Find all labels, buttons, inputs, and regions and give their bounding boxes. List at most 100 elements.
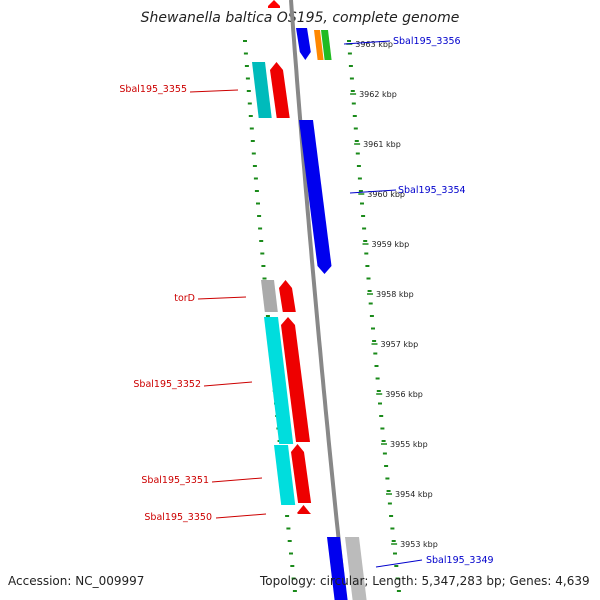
right-boundary-dot	[368, 302, 373, 305]
left-boundary-dot	[247, 102, 252, 105]
left-boundary-dot	[245, 77, 250, 80]
right-boundary-dot	[347, 40, 351, 42]
right-boundary-dot	[367, 290, 372, 292]
gene-arrow-6	[299, 120, 332, 274]
gene-arrow-14	[327, 537, 348, 600]
right-boundary-dot	[349, 77, 354, 80]
right-boundary-dot	[376, 390, 381, 392]
gene-arrow-top	[268, 0, 280, 8]
left-boundary-dot	[292, 590, 297, 592]
accession-text: Accession: NC_009997	[8, 574, 145, 588]
tick-label: 3958 kbp	[376, 290, 414, 299]
left-boundary-dot	[243, 40, 247, 42]
left-boundary-dot	[265, 315, 270, 317]
right-boundary-dot	[372, 340, 377, 342]
backbone-line	[289, 0, 347, 600]
right-boundary-dot	[362, 227, 367, 230]
gene-label-leader	[203, 381, 253, 387]
gene-arrow-2	[314, 30, 324, 60]
gene-label-leader	[215, 513, 267, 519]
left-boundary-dot	[285, 515, 290, 517]
gene-label-leader	[211, 477, 263, 483]
right-boundary-dot	[369, 315, 374, 317]
tick-label: 3954 kbp	[395, 490, 433, 499]
left-boundary-dot	[290, 565, 295, 567]
right-boundary-dot	[380, 427, 385, 430]
right-boundary-dot	[347, 52, 352, 55]
left-boundary-dot	[244, 65, 249, 67]
right-boundary-dot	[364, 252, 369, 255]
left-boundary-dot	[253, 177, 258, 180]
right-boundary-dot	[387, 502, 392, 505]
left-boundary-dot	[287, 540, 292, 542]
gene-label-leader	[349, 189, 397, 194]
gene-label: Sbal195_3354	[398, 185, 466, 196]
gene-label-leader	[197, 296, 247, 300]
right-boundary-dot	[395, 577, 400, 580]
left-boundary-dot	[246, 90, 251, 92]
gene-arrow-4	[252, 62, 272, 118]
topology-text: Topology: circular; Length: 5,347,283 bp…	[260, 574, 590, 588]
tick-label: 3957 kbp	[381, 340, 419, 349]
gene-arrow-8	[279, 280, 296, 312]
right-boundary-dot	[351, 102, 356, 105]
right-boundary-dot	[378, 402, 382, 405]
right-boundary-dot	[374, 365, 379, 367]
tick-label: 3955 kbp	[390, 440, 428, 449]
left-boundary-dot	[291, 577, 296, 580]
left-boundary-dot	[250, 140, 255, 142]
right-boundary-dot	[390, 527, 395, 530]
right-boundary-dot	[361, 215, 366, 217]
gene-arrow-11	[274, 445, 296, 505]
left-boundary-dot	[251, 152, 256, 155]
right-boundary-dot	[358, 190, 363, 192]
right-boundary-dot	[375, 377, 380, 380]
tick-label: 3963 kbp	[355, 40, 393, 49]
left-boundary-dot	[289, 552, 293, 555]
right-boundary-dot	[371, 327, 375, 330]
right-boundary-dot	[381, 440, 386, 442]
right-boundary-dot	[394, 565, 399, 567]
right-boundary-dot	[396, 590, 401, 592]
right-boundary-dot	[365, 265, 370, 267]
gene-label: Sbal195_3351	[141, 475, 209, 486]
tick-label: 3953 kbp	[400, 540, 438, 549]
right-boundary-dot	[386, 490, 391, 492]
right-boundary-dot	[384, 465, 389, 467]
right-boundary-dot	[355, 152, 360, 155]
gene-arrow-13	[297, 505, 312, 514]
gene-arrow-1	[296, 28, 311, 60]
gene-arrow-15	[345, 537, 367, 600]
left-boundary-dot	[248, 115, 253, 117]
tick-label: 3962 kbp	[359, 90, 397, 99]
right-boundary-dot	[350, 90, 355, 92]
right-boundary-dot	[353, 127, 358, 130]
right-boundary-dot	[360, 202, 364, 205]
left-boundary-dot	[258, 227, 263, 230]
right-boundary-dot	[379, 415, 384, 417]
left-boundary-dot	[252, 165, 257, 167]
left-boundary-dot	[260, 252, 265, 255]
right-boundary-dot	[363, 240, 368, 242]
gene-label: Sbal195_3356	[393, 36, 461, 47]
right-boundary-dot	[356, 165, 361, 167]
tick-label: 3956 kbp	[385, 390, 423, 399]
right-boundary-dot	[391, 540, 396, 542]
gene-arrow-7	[261, 280, 278, 312]
left-boundary-dot	[261, 265, 266, 267]
tick-label: 3960 kbp	[367, 190, 405, 199]
tick-label: 3961 kbp	[363, 140, 401, 149]
left-boundary-dot	[249, 127, 254, 130]
left-boundary-dot	[262, 277, 267, 280]
left-boundary-dot	[243, 52, 248, 55]
right-boundary-dot	[382, 452, 387, 455]
right-boundary-dot	[385, 477, 390, 480]
right-boundary-dot	[357, 177, 362, 180]
right-boundary-dot	[389, 515, 394, 517]
gene-arrow-9	[264, 317, 294, 444]
right-boundary-dot	[393, 552, 397, 555]
left-boundary-dot	[286, 527, 291, 530]
right-boundary-dot	[354, 140, 359, 142]
gene-arrow-10	[281, 317, 310, 442]
